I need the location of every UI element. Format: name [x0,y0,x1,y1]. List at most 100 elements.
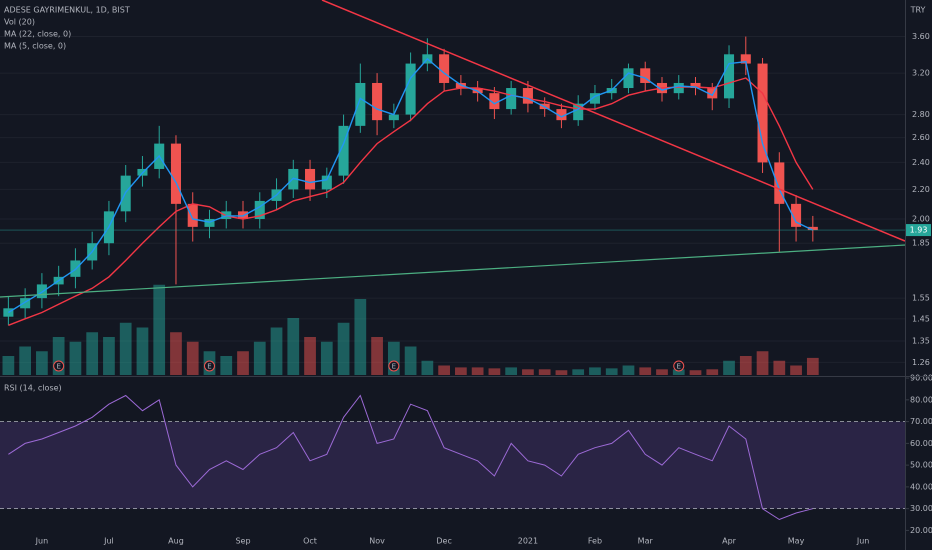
y-tick-label: 20.00 [910,526,932,535]
x-tick-label: May [788,537,805,546]
volume-bar [253,341,266,375]
volume-bar [723,360,735,375]
volume-bar [589,367,601,375]
y-tick-label: 70.00 [910,417,932,426]
currency: TRY [910,6,926,15]
volume-bar [103,337,115,375]
volume-bar [337,322,350,375]
legend-entry: MA (22, close, 0) [4,30,71,39]
y-tick-label: 2.40 [912,158,930,167]
x-tick-label: Apr [722,537,737,546]
y-tick-label: 3.20 [912,69,930,78]
candle-body [20,298,31,309]
volume-bar [622,365,635,375]
volume-bar [756,351,769,375]
x-tick-label: Jul [103,537,114,546]
candle-body [439,54,450,83]
volume-bar [689,370,702,375]
volume-bar [639,367,652,375]
candle-body [305,168,316,190]
candle-body [724,54,735,99]
candle-body [170,143,181,204]
y-tick-label: 1.35 [912,337,930,346]
y-tick-label: 1.26 [912,358,930,367]
last-price-label: 1.93 [910,226,928,235]
earnings-label: E [56,363,60,371]
ma-line [8,57,814,314]
volume-bar [2,356,15,375]
candle-body [321,175,332,190]
candle-body [405,63,416,115]
volume-bar [136,327,149,375]
volume-bar [371,337,383,375]
volume-bar [739,356,752,375]
candle-body [3,308,14,317]
y-tick-label: 1.45 [912,314,930,323]
volume-bar [421,360,434,375]
y-tick-label: 2.20 [912,185,930,194]
x-tick-label: Mar [638,537,654,546]
volume-bar [36,351,48,375]
volume-bar [186,341,199,375]
volume-bar [438,365,450,375]
earnings-marker [673,360,685,372]
y-tick-label: 3.60 [912,32,930,41]
candle-body [690,82,701,89]
volume-bar [287,318,300,375]
earnings-marker [203,360,215,372]
ma-line [8,77,814,326]
candle-body [740,54,751,64]
x-tick-label: Aug [168,537,184,546]
legend-entry: MA (5, close, 0) [4,42,66,51]
x-tick-label: Sep [235,537,250,546]
candle-body [673,82,684,94]
earnings-label: E [392,363,396,371]
volume-bar [522,369,534,375]
volume-bar [404,346,417,375]
candle-body [640,68,651,83]
volume-bar [19,346,32,375]
volume-bar [304,337,316,375]
candle-body [807,226,818,231]
rsi-band [0,421,905,509]
volume-bar [387,341,400,375]
y-tick-label: 1.55 [912,294,930,303]
candle-body [573,103,584,121]
y-tick-label: 1.85 [912,239,930,248]
candle-body [774,162,785,204]
volume-bar [170,332,182,375]
x-tick-label: 2021 [518,537,538,546]
x-tick-label: Jun [856,537,870,546]
legend-entry: Vol (20) [4,18,35,27]
candle-body [791,203,802,227]
volume-bar [605,368,618,375]
x-tick-label: Dec [436,537,451,546]
volume-bar [69,341,82,375]
volume-bar [455,367,467,375]
volume-bar [86,332,99,375]
volume-bar [790,365,802,375]
legend-entry: RSI (14, close) [4,384,62,393]
earnings-label: E [207,363,211,371]
y-tick-label: 90.00 [910,374,932,383]
candle-body [372,82,383,121]
volume-bar [354,299,367,375]
y-tick-label: 50.00 [910,461,932,470]
volume-bar [773,360,786,375]
volume-bar [706,369,719,375]
volume-bar [505,367,518,375]
candle-body [204,219,215,227]
candle-body [556,109,567,121]
volume-bar [52,337,65,375]
volume-bar [806,357,819,375]
candle-body [757,63,768,163]
earnings-label: E [677,363,681,371]
volume-bar [320,341,333,375]
volume-bar [237,351,249,375]
y-tick-label: 30.00 [910,504,932,513]
last-price-box [906,224,931,237]
volume-bar [471,367,484,375]
trendline [0,244,906,298]
volume-bar [538,369,551,375]
